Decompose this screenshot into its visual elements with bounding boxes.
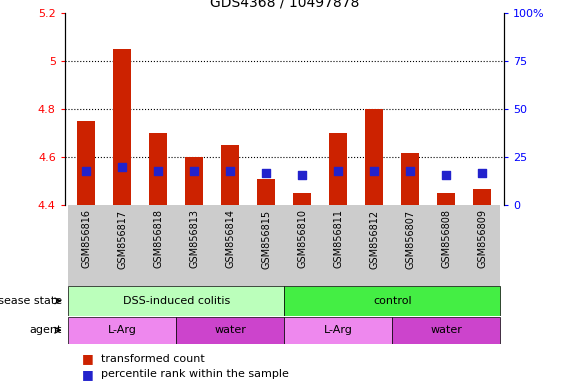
Bar xyxy=(212,205,248,286)
Point xyxy=(226,168,235,174)
Text: agent: agent xyxy=(29,325,62,335)
Bar xyxy=(284,286,501,316)
Bar xyxy=(176,317,284,344)
Bar xyxy=(284,205,320,286)
Title: GDS4368 / 10497878: GDS4368 / 10497878 xyxy=(209,0,359,10)
Point xyxy=(190,168,199,174)
Bar xyxy=(473,189,491,205)
Text: GSM856814: GSM856814 xyxy=(225,210,235,268)
Text: transformed count: transformed count xyxy=(101,354,205,364)
Bar xyxy=(365,109,383,205)
Text: water: water xyxy=(430,325,462,335)
Text: GSM856815: GSM856815 xyxy=(261,210,271,268)
Text: GSM856810: GSM856810 xyxy=(297,210,307,268)
Text: GSM856817: GSM856817 xyxy=(117,210,127,268)
Text: GSM856808: GSM856808 xyxy=(441,210,452,268)
Bar xyxy=(68,205,104,286)
Bar xyxy=(437,194,455,205)
Bar xyxy=(464,205,501,286)
Text: GSM856812: GSM856812 xyxy=(369,210,379,268)
Bar xyxy=(68,317,176,344)
Bar xyxy=(185,157,203,205)
Text: ■: ■ xyxy=(82,368,93,381)
Point xyxy=(370,168,379,174)
Text: GSM856816: GSM856816 xyxy=(81,210,91,268)
Point xyxy=(82,168,91,174)
Bar xyxy=(140,205,176,286)
Point xyxy=(154,168,163,174)
Bar xyxy=(248,205,284,286)
Point xyxy=(262,170,271,176)
Text: ■: ■ xyxy=(82,353,93,366)
Text: GSM856807: GSM856807 xyxy=(405,210,415,268)
Bar xyxy=(68,286,284,316)
Text: L-Arg: L-Arg xyxy=(108,325,137,335)
Point xyxy=(442,172,451,178)
Bar xyxy=(356,205,392,286)
Bar xyxy=(329,134,347,205)
Text: GSM856818: GSM856818 xyxy=(153,210,163,268)
Bar xyxy=(149,134,167,205)
Text: disease state: disease state xyxy=(0,296,62,306)
Text: percentile rank within the sample: percentile rank within the sample xyxy=(101,369,289,379)
Bar xyxy=(104,205,140,286)
Bar xyxy=(257,179,275,205)
Point xyxy=(298,172,307,178)
Text: GSM856813: GSM856813 xyxy=(189,210,199,268)
Point xyxy=(118,164,127,170)
Bar xyxy=(293,194,311,205)
Text: DSS-induced colitis: DSS-induced colitis xyxy=(123,296,230,306)
Point xyxy=(478,170,487,176)
Bar xyxy=(221,146,239,205)
Text: L-Arg: L-Arg xyxy=(324,325,353,335)
Bar xyxy=(392,205,428,286)
Bar xyxy=(113,50,131,205)
Text: control: control xyxy=(373,296,412,306)
Bar xyxy=(428,205,464,286)
Point xyxy=(406,168,415,174)
Text: GSM856809: GSM856809 xyxy=(477,210,488,268)
Point xyxy=(334,168,343,174)
Text: GSM856811: GSM856811 xyxy=(333,210,343,268)
Bar xyxy=(77,121,95,205)
Bar xyxy=(176,205,212,286)
Bar xyxy=(320,205,356,286)
Bar xyxy=(401,153,419,205)
Bar xyxy=(284,317,392,344)
Text: water: water xyxy=(215,325,246,335)
Bar xyxy=(392,317,501,344)
